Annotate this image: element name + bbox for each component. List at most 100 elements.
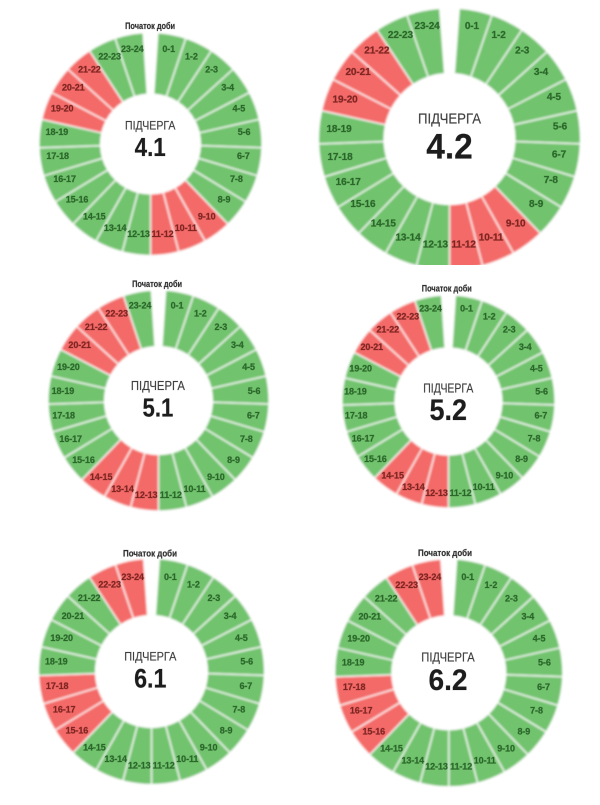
- svg-text:11-12: 11-12: [151, 229, 173, 239]
- svg-text:20-21: 20-21: [62, 611, 85, 621]
- svg-text:14-15: 14-15: [381, 470, 404, 480]
- svg-text:1-2: 1-2: [187, 580, 200, 590]
- svg-text:21-22: 21-22: [377, 324, 400, 334]
- svg-text:12-13: 12-13: [425, 762, 448, 772]
- svg-text:12-13: 12-13: [135, 490, 158, 500]
- svg-text:ПІДЧЕРГА: ПІДЧЕРГА: [421, 650, 475, 665]
- svg-text:16-17: 16-17: [53, 705, 76, 715]
- svg-text:20-21: 20-21: [345, 67, 371, 78]
- svg-text:8-9: 8-9: [529, 199, 544, 210]
- svg-text:0-1: 0-1: [460, 304, 473, 314]
- svg-text:13-14: 13-14: [111, 484, 134, 494]
- svg-text:13-14: 13-14: [104, 754, 127, 764]
- svg-text:3-4: 3-4: [221, 82, 234, 92]
- svg-text:2-3: 2-3: [505, 594, 518, 604]
- svg-text:9-10: 9-10: [207, 472, 225, 482]
- svg-text:19-20: 19-20: [333, 95, 359, 106]
- svg-text:12-13: 12-13: [128, 760, 151, 770]
- svg-text:2-3: 2-3: [515, 46, 530, 57]
- svg-text:4.1: 4.1: [135, 134, 166, 162]
- svg-text:5-6: 5-6: [248, 386, 261, 396]
- svg-text:ПІДЧЕРГА: ПІДЧЕРГА: [423, 381, 473, 396]
- svg-text:19-20: 19-20: [349, 363, 372, 373]
- svg-text:4.2: 4.2: [426, 127, 473, 167]
- svg-text:3-4: 3-4: [519, 342, 532, 352]
- svg-text:9-10: 9-10: [200, 742, 218, 752]
- svg-text:10-11: 10-11: [473, 482, 495, 492]
- svg-text:3-4: 3-4: [521, 612, 534, 622]
- svg-text:5-6: 5-6: [240, 657, 253, 667]
- svg-text:4-5: 4-5: [547, 92, 562, 103]
- svg-text:3-4: 3-4: [534, 67, 549, 78]
- svg-text:2-3: 2-3: [205, 65, 218, 75]
- svg-text:Початок доби: Початок доби: [418, 548, 472, 559]
- svg-text:5-6: 5-6: [238, 127, 251, 137]
- svg-text:2-3: 2-3: [207, 593, 220, 603]
- svg-text:14-15: 14-15: [83, 211, 106, 221]
- svg-text:16-17: 16-17: [336, 177, 362, 188]
- svg-text:9-10: 9-10: [496, 470, 514, 480]
- svg-text:12-13: 12-13: [423, 240, 449, 251]
- svg-text:23-24: 23-24: [121, 44, 144, 54]
- svg-text:18-19: 18-19: [52, 386, 75, 396]
- svg-text:21-22: 21-22: [78, 65, 101, 75]
- svg-text:14-15: 14-15: [371, 219, 397, 230]
- svg-text:0-1: 0-1: [162, 44, 175, 54]
- svg-text:0-1: 0-1: [461, 572, 474, 582]
- svg-text:18-19: 18-19: [46, 127, 69, 137]
- svg-text:0-1: 0-1: [164, 572, 177, 582]
- svg-text:6.1: 6.1: [134, 664, 166, 694]
- svg-text:6-7: 6-7: [247, 410, 260, 420]
- svg-text:5-6: 5-6: [553, 122, 568, 133]
- svg-text:23-24: 23-24: [419, 304, 442, 314]
- svg-text:6-7: 6-7: [534, 411, 547, 421]
- svg-text:ПІДЧЕРГА: ПІДЧЕРГА: [131, 379, 186, 393]
- svg-text:5.2: 5.2: [430, 394, 468, 427]
- svg-text:2-3: 2-3: [503, 324, 516, 334]
- svg-text:13-14: 13-14: [395, 233, 421, 244]
- svg-text:16-17: 16-17: [352, 433, 375, 443]
- svg-text:9-10: 9-10: [506, 219, 526, 230]
- svg-text:5-6: 5-6: [535, 387, 548, 397]
- svg-text:0-1: 0-1: [171, 301, 184, 311]
- svg-text:3-4: 3-4: [224, 611, 237, 621]
- svg-text:20-21: 20-21: [359, 612, 382, 622]
- svg-text:6.2: 6.2: [428, 664, 467, 697]
- svg-text:11-12: 11-12: [160, 490, 182, 500]
- svg-text:9-10: 9-10: [497, 743, 515, 753]
- svg-text:23-24: 23-24: [415, 21, 441, 32]
- svg-text:10-11: 10-11: [175, 223, 197, 233]
- svg-text:ПІДЧЕРГА: ПІДЧЕРГА: [124, 650, 177, 664]
- svg-text:11-12: 11-12: [153, 760, 175, 770]
- svg-text:16-17: 16-17: [59, 434, 82, 444]
- svg-text:16-17: 16-17: [53, 174, 76, 184]
- svg-text:4-5: 4-5: [530, 363, 543, 373]
- svg-text:15-16: 15-16: [350, 199, 376, 210]
- svg-text:18-19: 18-19: [344, 387, 367, 397]
- svg-text:23-24: 23-24: [419, 572, 442, 582]
- svg-text:2-3: 2-3: [214, 322, 227, 332]
- svg-text:15-16: 15-16: [66, 725, 89, 735]
- svg-text:9-10: 9-10: [198, 211, 216, 221]
- svg-text:10-11: 10-11: [479, 233, 504, 244]
- svg-text:1-2: 1-2: [492, 30, 507, 41]
- svg-text:Початок доби: Початок доби: [123, 549, 177, 560]
- svg-text:21-22: 21-22: [85, 322, 108, 332]
- svg-text:13-14: 13-14: [402, 755, 425, 765]
- svg-text:4-5: 4-5: [232, 104, 245, 114]
- svg-text:1-2: 1-2: [483, 311, 496, 321]
- svg-text:23-24: 23-24: [121, 572, 144, 582]
- svg-text:10-11: 10-11: [183, 484, 205, 494]
- svg-text:19-20: 19-20: [50, 633, 73, 643]
- svg-text:11-12: 11-12: [449, 488, 471, 498]
- svg-text:14-15: 14-15: [90, 472, 113, 482]
- svg-text:17-18: 17-18: [46, 151, 69, 161]
- svg-text:19-20: 19-20: [347, 634, 370, 644]
- svg-text:11-12: 11-12: [450, 762, 472, 772]
- svg-text:13-14: 13-14: [104, 223, 127, 233]
- svg-text:22-23: 22-23: [98, 580, 121, 590]
- svg-text:22-23: 22-23: [105, 309, 128, 319]
- svg-text:15-16: 15-16: [364, 454, 387, 464]
- svg-text:21-22: 21-22: [364, 46, 390, 57]
- svg-text:14-15: 14-15: [380, 743, 403, 753]
